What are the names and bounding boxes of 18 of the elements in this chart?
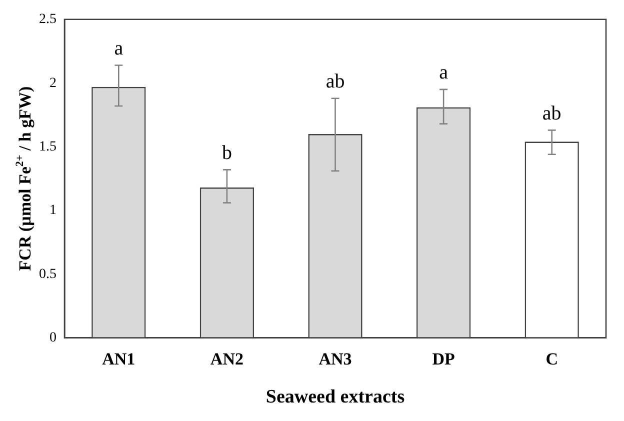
annotation: ab [542, 102, 562, 124]
x-tick-label: AN1 [102, 349, 136, 368]
x-axis-title: Seaweed extracts [266, 386, 405, 408]
x-tick-label: C [546, 349, 558, 368]
x-tick-label: DP [432, 349, 455, 368]
annotation: a [114, 38, 124, 60]
x-tick-label: AN3 [318, 349, 352, 368]
y-axis-title: FCR (µmol Fe2+ / h gFW) [14, 86, 34, 271]
y-tick-label: 2.5 [39, 12, 56, 28]
y-tick-label: 0 [50, 330, 56, 346]
y-tick-label: 0.5 [39, 266, 56, 282]
annotation: ab [326, 70, 345, 93]
y-tick-label: 1.5 [39, 139, 56, 154]
y-tick-label: 2 [50, 76, 56, 91]
x-tick-label: AN2 [210, 349, 244, 368]
annotation: a [439, 62, 448, 84]
y-tick-label: 1 [50, 203, 56, 218]
annotation: b [222, 142, 232, 164]
